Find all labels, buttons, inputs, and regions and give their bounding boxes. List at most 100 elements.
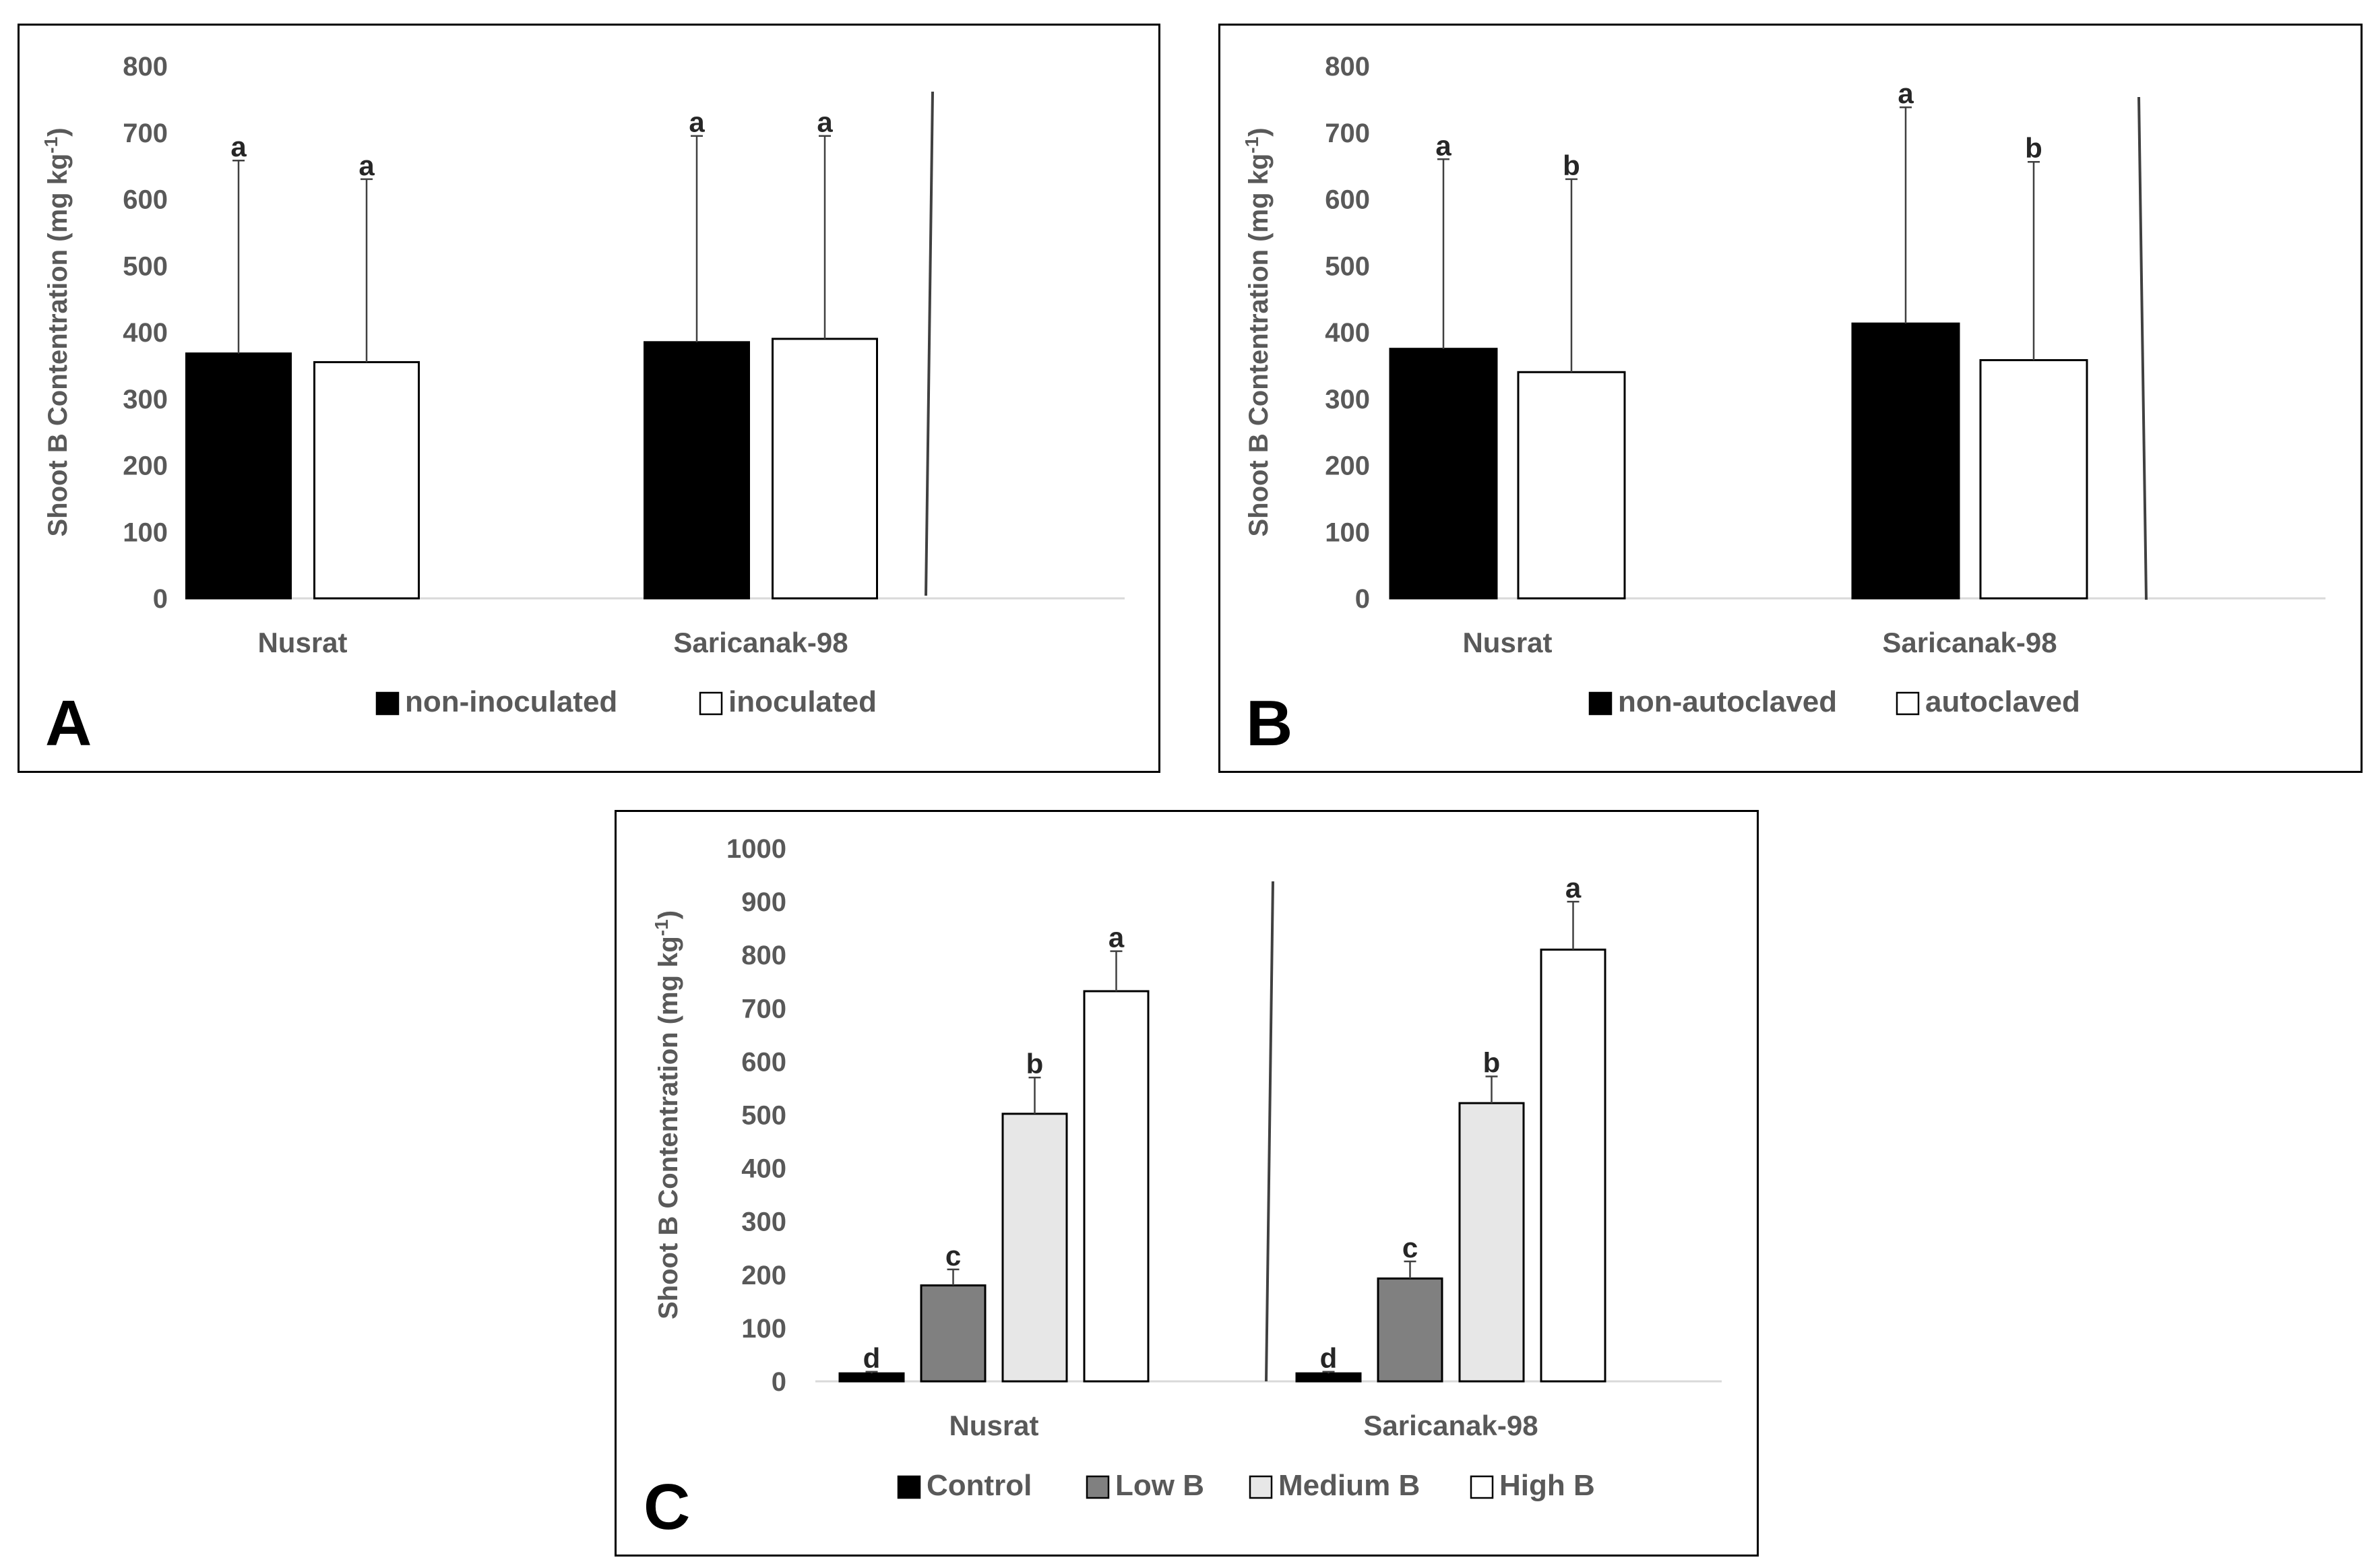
bar xyxy=(1979,358,2088,600)
y-tick-label: 300 xyxy=(123,385,168,414)
bar xyxy=(772,338,878,600)
significance-letter: a xyxy=(358,150,375,181)
significance-letter: a xyxy=(1565,872,1582,904)
significance-letter: a xyxy=(1435,129,1451,161)
y-tick-label: 200 xyxy=(1325,451,1370,481)
y-tick-label: 700 xyxy=(123,119,168,148)
x-category-label: Saricanak-98 xyxy=(1363,1410,1538,1441)
bar xyxy=(313,360,420,600)
significance-letter: d xyxy=(1320,1342,1338,1374)
y-tick-label: 400 xyxy=(1325,318,1370,348)
legend-swatch xyxy=(1086,1475,1110,1499)
group-divider-line xyxy=(2137,96,2148,600)
y-tick-label: 100 xyxy=(1325,518,1370,547)
bar xyxy=(920,1284,987,1383)
y-tick-label: 700 xyxy=(1325,119,1370,148)
y-axis-label-main: Shoot B Contentration (mg kg xyxy=(43,154,73,537)
y-tick-label: 600 xyxy=(741,1047,786,1077)
legend-label: non-inoculated xyxy=(405,685,617,718)
y-tick-label: 0 xyxy=(1355,584,1370,614)
y-axis-label-end: ) xyxy=(43,127,73,136)
y-tick-label: 200 xyxy=(741,1261,786,1290)
y-tick-label: 500 xyxy=(741,1101,786,1131)
legend-swatch xyxy=(375,691,400,716)
significance-letter: a xyxy=(689,106,705,138)
significance-letter: b xyxy=(2025,132,2042,164)
y-tick-label: 200 xyxy=(123,451,168,481)
bar xyxy=(1517,371,1626,600)
y-axis-label-main: Shoot B Contentration (mg kg xyxy=(654,936,683,1319)
bar xyxy=(1851,322,1960,600)
bar xyxy=(1001,1112,1068,1383)
y-tick-label: 1000 xyxy=(726,834,786,864)
legend-swatch xyxy=(699,691,723,716)
legend-swatch xyxy=(897,1475,921,1499)
x-category-label: Saricanak-98 xyxy=(673,627,848,658)
bar xyxy=(1377,1277,1443,1383)
panel-label: C xyxy=(644,1471,690,1543)
significance-letter: c xyxy=(945,1240,961,1272)
bar xyxy=(1083,990,1150,1383)
y-tick-label: 300 xyxy=(741,1208,786,1237)
y-tick-label: 500 xyxy=(123,251,168,281)
y-axis-label-end: ) xyxy=(1244,127,1274,136)
legend-swatch xyxy=(1896,691,1920,716)
significance-letter: b xyxy=(1563,150,1580,181)
y-tick-label: 400 xyxy=(741,1154,786,1184)
group-divider-line xyxy=(925,91,934,596)
y-axis-label: Shoot B Contentration (mg kg-1) xyxy=(1241,127,1274,536)
y-axis-label-main: Shoot B Contentration (mg kg xyxy=(1244,154,1274,537)
y-tick-label: 500 xyxy=(1325,251,1370,281)
legend-label: non-autoclaved xyxy=(1618,685,1837,718)
bar xyxy=(1540,948,1606,1383)
panel-label: B xyxy=(1246,687,1292,759)
y-tick-label: 100 xyxy=(741,1314,786,1344)
y-tick-label: 800 xyxy=(123,52,168,82)
bar xyxy=(185,352,292,600)
y-tick-label: 800 xyxy=(741,941,786,970)
x-category-label: Saricanak-98 xyxy=(1882,627,2057,658)
legend-label: Control xyxy=(927,1469,1032,1502)
y-tick-label: 600 xyxy=(123,185,168,215)
significance-letter: c xyxy=(1402,1232,1418,1263)
significance-letter: a xyxy=(1108,922,1125,953)
panel-c: 0 100 200 300 400 500 600 700 800 900 1000 Shoot B … xyxy=(615,810,1759,1557)
legend-label: Low B xyxy=(1115,1469,1204,1502)
bar xyxy=(1458,1102,1525,1383)
y-tick-label: 100 xyxy=(123,518,168,547)
y-tick-label: 0 xyxy=(772,1367,786,1397)
significance-letter: a xyxy=(1898,77,1914,109)
legend-label: inoculated xyxy=(728,685,877,718)
y-axis-label: Shoot B Contentration (mg kg-1) xyxy=(40,127,73,536)
panel-a: 0 100 200 300 400 500 600 700 800 Shoot B Content… xyxy=(18,24,1160,773)
y-tick-label: 800 xyxy=(1325,52,1370,82)
panel-b: 0 100 200 300 400 500 600 700 800 Shoot B Content… xyxy=(1218,24,2363,773)
panel-label: A xyxy=(45,687,92,759)
x-category-label: Nusrat xyxy=(257,627,347,658)
y-axis-label-end: ) xyxy=(654,910,683,919)
legend-label: Medium B xyxy=(1278,1469,1420,1502)
significance-letter: b xyxy=(1026,1048,1044,1079)
legend-swatch xyxy=(1588,691,1613,716)
bar xyxy=(838,1372,905,1383)
y-tick-label: 300 xyxy=(1325,385,1370,414)
chart-c: 0 100 200 300 400 500 600 700 800 900 1000 Shoot B … xyxy=(644,834,1722,1543)
significance-letter: a xyxy=(817,106,833,138)
y-tick-label: 600 xyxy=(1325,185,1370,215)
y-tick-label: 400 xyxy=(123,318,168,348)
bar xyxy=(1389,348,1498,600)
y-axis-label-sup: -1 xyxy=(40,137,61,154)
y-axis-label: Shoot B Contentration (mg kg-1) xyxy=(651,910,683,1319)
legend-label: autoclaved xyxy=(1925,685,2080,718)
chart-b: 0 100 200 300 400 500 600 700 800 Shoot B Content… xyxy=(1241,52,2325,759)
bar xyxy=(1295,1372,1362,1383)
bar xyxy=(644,341,750,600)
y-tick-label: 900 xyxy=(741,887,786,917)
y-tick-label: 0 xyxy=(153,584,168,614)
x-category-label: Nusrat xyxy=(1462,627,1552,658)
y-axis-label-sup: -1 xyxy=(651,919,672,936)
significance-letter: b xyxy=(1483,1047,1501,1079)
chart-a: 0 100 200 300 400 500 600 700 800 Shoot B Content… xyxy=(40,52,1125,759)
y-axis-label-sup: -1 xyxy=(1241,137,1262,154)
y-tick-label: 700 xyxy=(741,994,786,1024)
